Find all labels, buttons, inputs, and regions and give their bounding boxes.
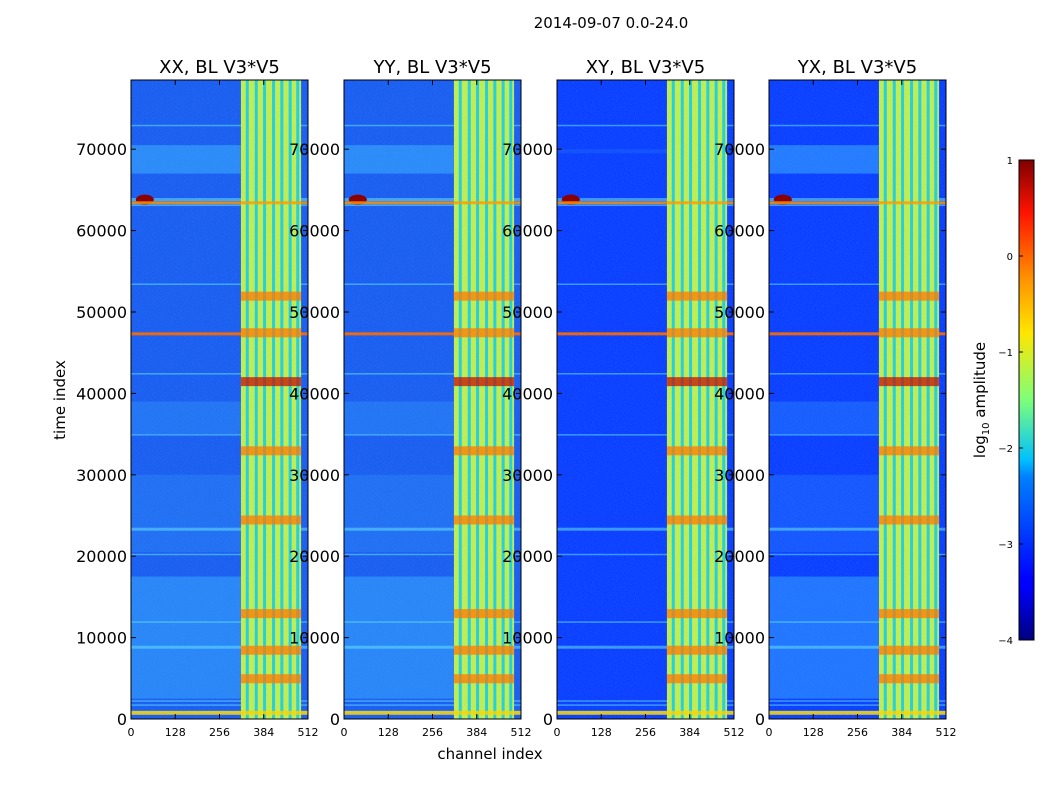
panel-title: YX, BL V3*V5 (797, 57, 917, 78)
colorbar-tick-label: −2 (998, 444, 1013, 455)
x-tick-label: 256 (847, 726, 868, 739)
colorbar-tick-label: −1 (998, 348, 1013, 359)
y-tick-label: 40000 (714, 384, 765, 403)
x-tick-label: 256 (209, 726, 230, 739)
x-axis-label: channel index (437, 745, 542, 763)
y-tick-label: 0 (543, 710, 553, 729)
x-tick-label: 512 (724, 726, 745, 739)
y-tick-label: 10000 (502, 629, 553, 648)
panel-title: XX, BL V3*V5 (159, 57, 280, 78)
x-tick-label: 0 (554, 726, 561, 739)
x-tick-label: 384 (253, 726, 274, 739)
y-tick-label: 10000 (289, 629, 340, 648)
colorbar-tick-label: 1 (1007, 156, 1013, 167)
y-tick-label: 50000 (714, 303, 765, 322)
panel-xy: XY, BL V3*V5 0 128 256 384 512 0 10000 20000 3000… (502, 57, 744, 739)
panel-yx: YX, BL V3*V5 0 128 256 384 512 0 10000 20000 3000… (714, 57, 956, 739)
panel-title: YY, BL V3*V5 (372, 57, 491, 78)
y-tick-label: 60000 (714, 222, 765, 241)
y-tick-label: 70000 (76, 140, 127, 159)
x-tick-label: 128 (165, 726, 186, 739)
panel-title: XY, BL V3*V5 (586, 57, 705, 78)
x-tick-label: 512 (936, 726, 957, 739)
x-tick-label: 512 (298, 726, 319, 739)
y-tick-label: 40000 (502, 384, 553, 403)
y-tick-label: 50000 (76, 303, 127, 322)
x-tick-label: 256 (635, 726, 656, 739)
y-tick-label: 60000 (502, 222, 553, 241)
x-tick-label: 384 (891, 726, 912, 739)
x-tick-label: 256 (422, 726, 443, 739)
y-tick-label: 20000 (714, 547, 765, 566)
x-tick-label: 384 (466, 726, 487, 739)
x-tick-label: 128 (591, 726, 612, 739)
x-tick-label: 0 (766, 726, 773, 739)
y-tick-label: 60000 (76, 222, 127, 241)
figure-title: 2014-09-07 0.0-24.0 (534, 14, 689, 32)
colorbar-tick-label: 0 (1007, 252, 1013, 263)
y-tick-label: 20000 (76, 547, 127, 566)
y-axis-label: time index (51, 360, 69, 440)
panel-yy: YY, BL V3*V5 0 128 256 384 512 0 10000 20000 3000… (289, 57, 531, 739)
panel-xx: XX, BL V3*V5 0 128 256 384 512 0 10000 20000 3000… (76, 57, 318, 739)
x-tick-label: 512 (511, 726, 532, 739)
x-tick-label: 0 (341, 726, 348, 739)
x-tick-label: 384 (679, 726, 700, 739)
colorbar-gradient (1018, 159, 1035, 641)
heatmap-image (769, 80, 946, 719)
y-tick-label: 50000 (502, 303, 553, 322)
y-tick-label: 70000 (714, 140, 765, 159)
heatmap-image (131, 80, 308, 719)
x-tick-label: 0 (128, 726, 135, 739)
y-tick-label: 10000 (714, 629, 765, 648)
y-tick-label: 0 (755, 710, 765, 729)
y-tick-label: 30000 (289, 466, 340, 485)
y-tick-label: 70000 (502, 140, 553, 159)
x-tick-label: 128 (803, 726, 824, 739)
y-tick-label: 10000 (76, 629, 127, 648)
y-tick-label: 30000 (76, 466, 127, 485)
y-tick-label: 40000 (289, 384, 340, 403)
y-tick-label: 20000 (502, 547, 553, 566)
colorbar-label: log10 amplitude (971, 342, 992, 458)
colorbar-tick-label: −3 (998, 540, 1013, 551)
colorbar-tick-label: −4 (998, 636, 1013, 647)
y-tick-label: 30000 (714, 466, 765, 485)
y-tick-label: 40000 (76, 384, 127, 403)
y-tick-label: 30000 (502, 466, 553, 485)
y-tick-label: 0 (117, 710, 127, 729)
colorbar: 1 0 −1 −2 −3 −4 log10 amplitude (971, 156, 1035, 647)
y-tick-label: 0 (330, 710, 340, 729)
heatmap-image (344, 80, 521, 719)
y-tick-label: 50000 (289, 303, 340, 322)
heatmap-image (557, 80, 734, 719)
y-tick-label: 60000 (289, 222, 340, 241)
y-tick-label: 20000 (289, 547, 340, 566)
x-tick-label: 128 (378, 726, 399, 739)
y-tick-label: 70000 (289, 140, 340, 159)
